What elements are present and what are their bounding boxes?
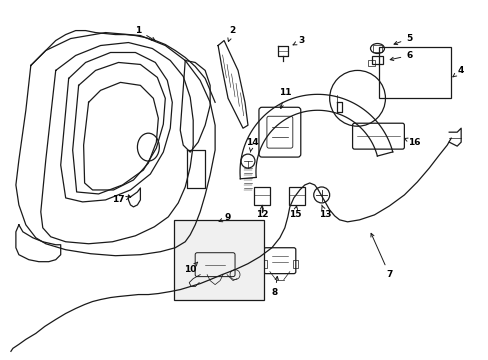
- Bar: [367, 60, 375, 67]
- Bar: [379, 46, 450, 98]
- Text: 17: 17: [112, 195, 130, 204]
- Text: 13: 13: [319, 205, 331, 219]
- Text: 2: 2: [227, 26, 235, 41]
- Text: 12: 12: [255, 206, 267, 219]
- Text: 16: 16: [404, 138, 420, 147]
- Text: 7: 7: [370, 233, 392, 279]
- Text: 11: 11: [278, 88, 290, 108]
- Bar: [371, 57, 383, 64]
- Text: 5: 5: [393, 34, 412, 45]
- Text: 4: 4: [452, 66, 464, 77]
- Bar: [292, 260, 297, 268]
- Text: 3: 3: [292, 36, 305, 45]
- Text: 6: 6: [389, 51, 412, 60]
- Text: 9: 9: [219, 213, 231, 222]
- Bar: [174, 220, 264, 300]
- Text: 10: 10: [183, 262, 197, 274]
- Bar: [288, 187, 304, 205]
- Text: 14: 14: [245, 138, 258, 152]
- Bar: [372, 45, 382, 53]
- Text: 1: 1: [135, 26, 155, 41]
- Bar: [253, 187, 269, 205]
- Bar: [262, 260, 266, 268]
- Text: 15: 15: [288, 206, 301, 219]
- Text: 8: 8: [271, 276, 278, 297]
